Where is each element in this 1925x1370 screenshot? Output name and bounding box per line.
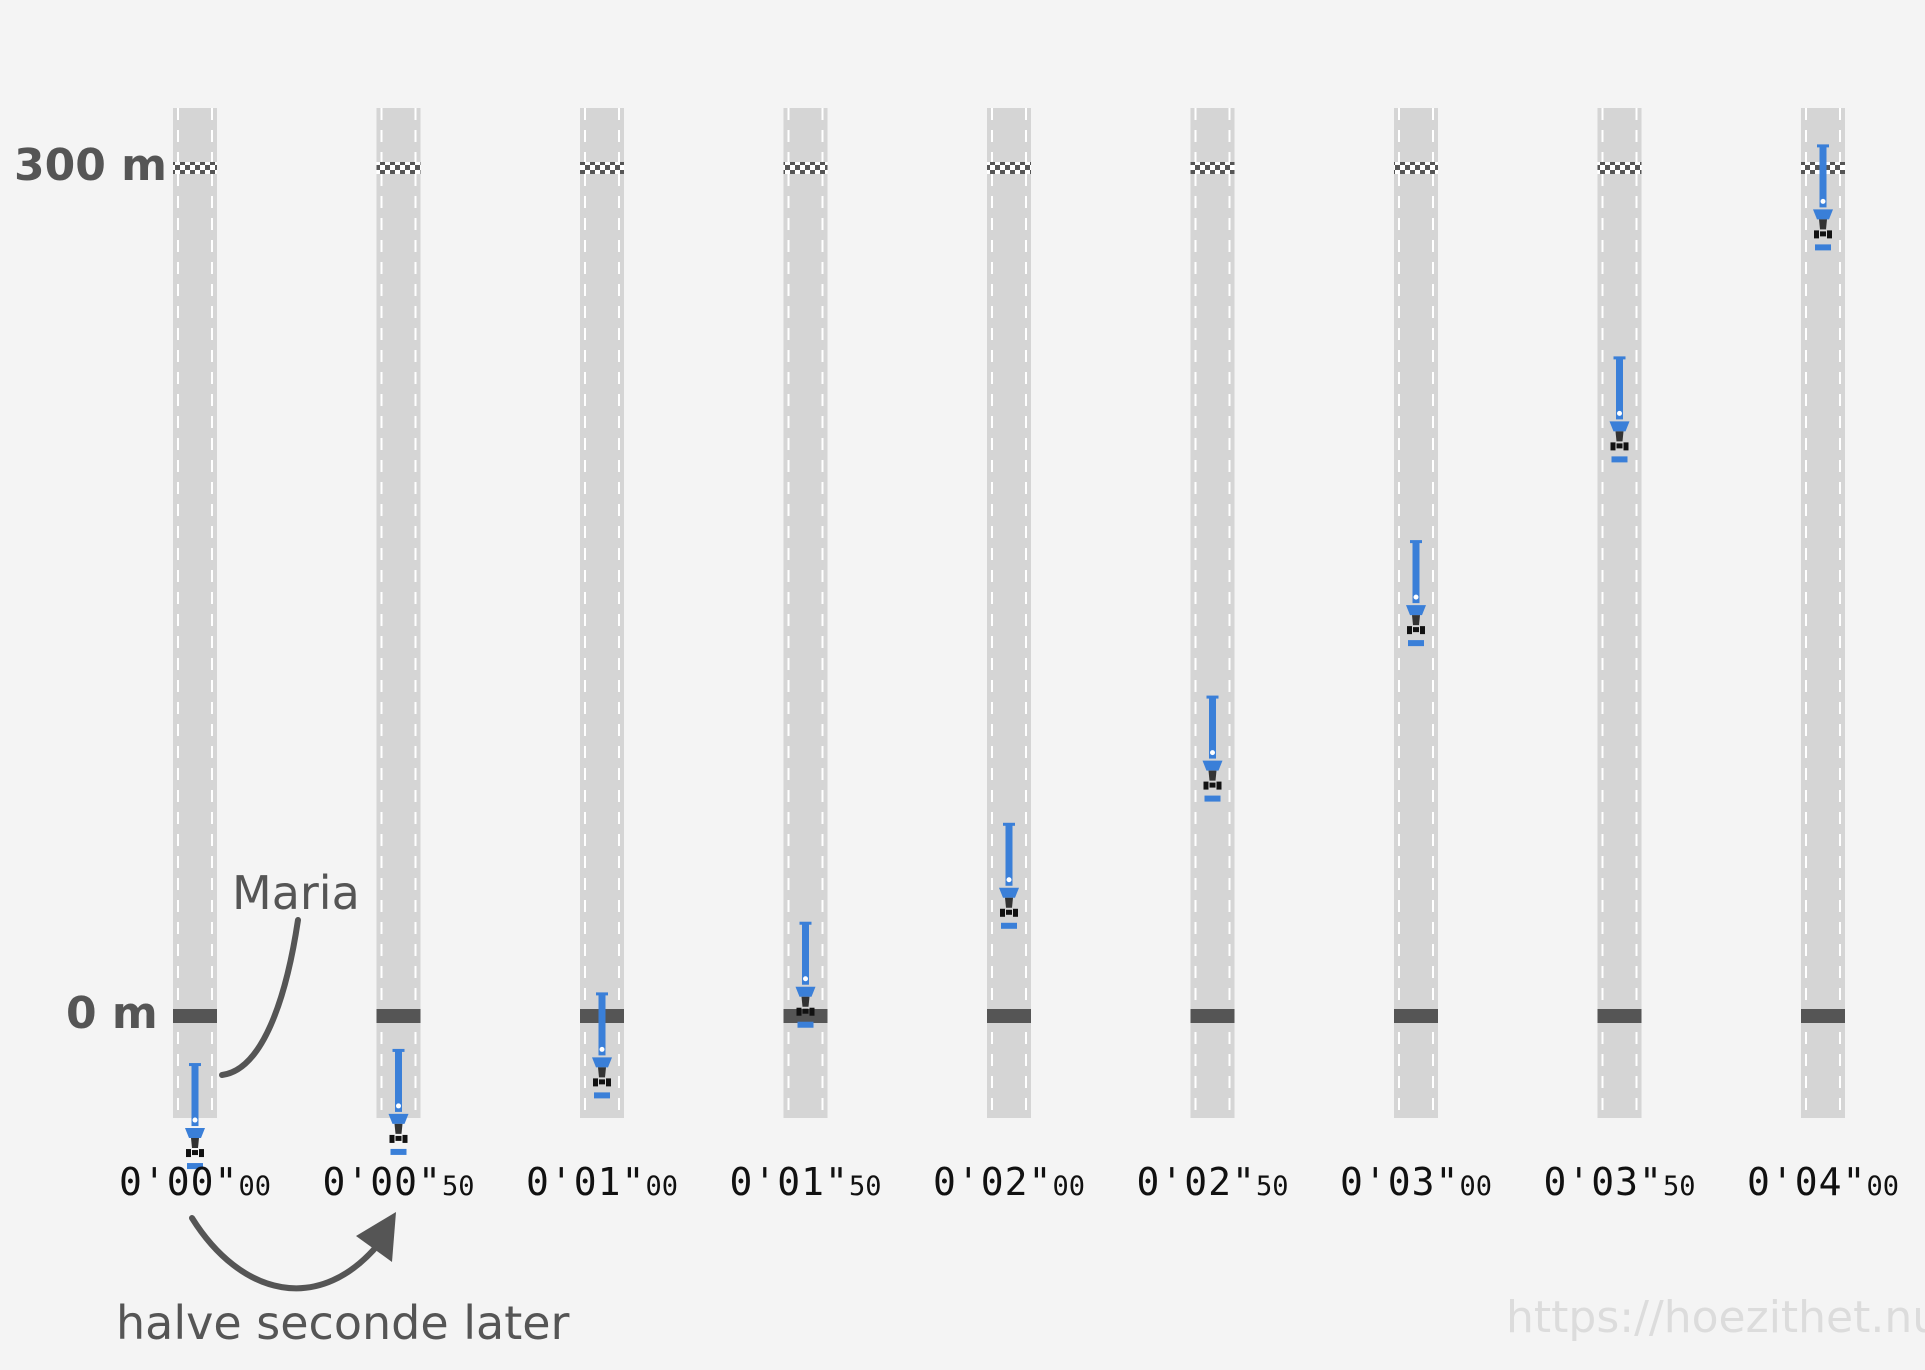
track-surface <box>376 108 421 1118</box>
track-surface <box>1801 108 1845 1118</box>
finish-line-checker <box>1394 162 1438 174</box>
timer-hundredths: 00 <box>1052 1171 1085 1202</box>
timer-label: 0'01"50 <box>706 1160 906 1204</box>
start-line <box>1597 1009 1642 1023</box>
formula-car-icon <box>999 822 1019 929</box>
track-lane <box>1190 108 1235 1118</box>
timer-label: 0'03"00 <box>1316 1160 1516 1204</box>
formula-car-icon <box>388 1048 409 1155</box>
timer-hundredths: 00 <box>1866 1171 1899 1202</box>
timer-hundredths: 50 <box>1662 1171 1696 1202</box>
watermark-url: https://hoezithet.nu <box>1506 1292 1925 1343</box>
timer-seconds: 0'04" <box>1747 1160 1867 1204</box>
formula-car-icon <box>1406 540 1426 647</box>
finish-line-checker <box>1190 162 1235 174</box>
timer-seconds: 0'02" <box>1136 1160 1256 1204</box>
timer-seconds: 0'02" <box>933 1160 1053 1204</box>
finish-distance-label: 300 m <box>14 140 168 191</box>
track-lane <box>1801 108 1845 1118</box>
track-surface <box>1597 108 1642 1118</box>
track-surface <box>987 108 1031 1118</box>
formula-car-icon <box>592 992 612 1099</box>
track-lane <box>173 108 217 1118</box>
timer-label: 0'01"00 <box>502 1160 702 1204</box>
finish-line-checker <box>173 162 217 174</box>
timer-seconds: 0'00" <box>322 1160 442 1204</box>
finish-line-checker <box>1597 162 1642 174</box>
start-line <box>1801 1009 1845 1023</box>
finish-line-checker <box>376 162 421 174</box>
timer-label: 0'00"50 <box>299 1160 499 1204</box>
timer-seconds: 0'03" <box>1543 1160 1663 1204</box>
timer-seconds: 0'01" <box>729 1160 849 1204</box>
finish-line-checker <box>783 162 828 174</box>
finish-line-checker <box>580 162 624 174</box>
formula-car-icon <box>1813 144 1833 251</box>
start-line <box>1394 1009 1438 1023</box>
start-line <box>376 1009 421 1023</box>
start-line <box>783 1009 828 1023</box>
timer-hundredths: 50 <box>848 1171 882 1202</box>
maria-pointer-curve-icon <box>219 917 301 1078</box>
formula-car-icon <box>1609 356 1630 463</box>
track-lane <box>376 108 421 1118</box>
start-line <box>173 1009 217 1023</box>
timer-seconds: 0'03" <box>1340 1160 1460 1204</box>
timer-label: 0'02"50 <box>1113 1160 1313 1204</box>
timer-label: 0'02"00 <box>909 1160 1109 1204</box>
timer-seconds: 0'01" <box>526 1160 646 1204</box>
track-lane <box>580 108 624 1118</box>
formula-car-icon <box>1202 695 1223 802</box>
timer-hundredths: 00 <box>645 1171 678 1202</box>
track-surface <box>580 108 624 1118</box>
start-line <box>987 1009 1031 1023</box>
track-surface <box>173 108 217 1118</box>
track-lane <box>987 108 1031 1118</box>
timer-seconds: 0'00" <box>119 1160 239 1204</box>
timer-hundredths: 00 <box>1459 1171 1492 1202</box>
timer-label: 0'00"00 <box>95 1160 295 1204</box>
track-lane <box>1597 108 1642 1118</box>
timer-label: 0'03"50 <box>1520 1160 1720 1204</box>
formula-car-icon <box>795 921 816 1028</box>
start-line <box>1190 1009 1235 1023</box>
timer-hundredths: 50 <box>441 1171 475 1202</box>
start-distance-label: 0 m <box>66 988 158 1039</box>
track-surface <box>1190 108 1235 1118</box>
timer-hundredths: 00 <box>238 1171 271 1202</box>
formula-car-icon <box>185 1063 205 1170</box>
timer-hundredths: 50 <box>1255 1171 1289 1202</box>
arrowhead-icon <box>356 1212 396 1262</box>
half-second-curved-arrow-icon <box>189 1215 385 1292</box>
interval-note-label: halve seconde later <box>116 1296 570 1350</box>
timer-label: 0'04"00 <box>1723 1160 1923 1204</box>
finish-line-checker <box>987 162 1031 174</box>
car-name-label: Maria <box>232 866 360 920</box>
